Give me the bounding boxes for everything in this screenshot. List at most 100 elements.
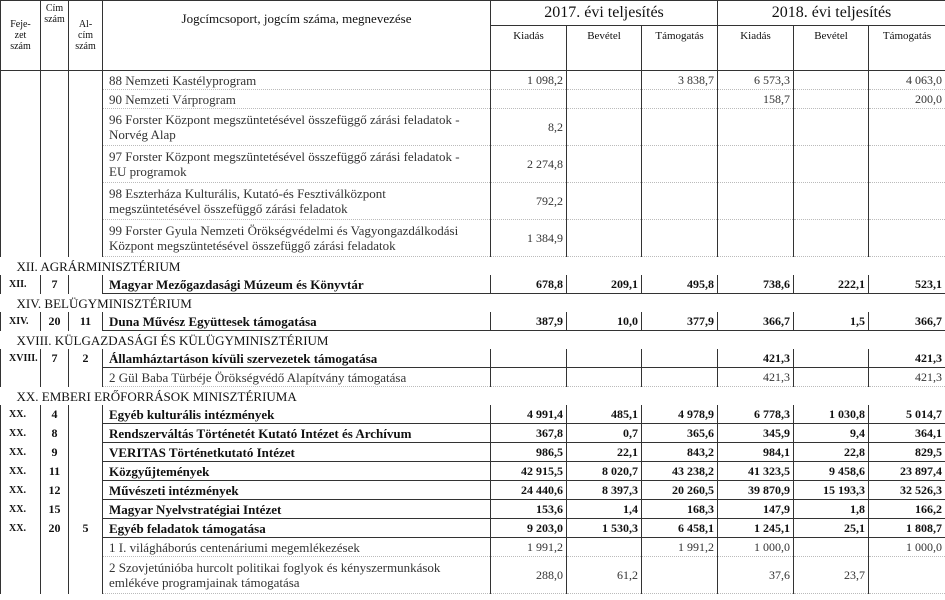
alcim-cell bbox=[68, 537, 103, 557]
value-cell bbox=[868, 108, 945, 146]
value-cell: 1 991,2 bbox=[490, 537, 567, 557]
table-row: XX. 8 Rendszerváltás Történetét Kutató Int… bbox=[0, 423, 945, 443]
fejezet-cell: XX. bbox=[0, 461, 41, 481]
value-cell: 377,9 bbox=[640, 312, 719, 331]
value-cell: 8,2 bbox=[490, 108, 567, 146]
table-row: 1 I. világháborús centenáriumi megemléke… bbox=[0, 537, 945, 557]
header-group: 2017. évi teljesítés bbox=[489, 0, 719, 26]
value-cell bbox=[566, 145, 642, 183]
value-cell bbox=[793, 145, 870, 183]
value-cell bbox=[566, 349, 642, 368]
value-cell: 6 573,3 bbox=[717, 70, 795, 90]
cim-cell: 11 bbox=[40, 461, 69, 481]
cim-cell: 8 bbox=[40, 423, 69, 443]
value-cell bbox=[566, 537, 642, 557]
value-cell: 168,3 bbox=[640, 499, 719, 519]
header-group: 2018. évi teljesítés bbox=[717, 0, 945, 26]
value-cell bbox=[490, 367, 567, 387]
name-cell: Művészeti intézmények bbox=[102, 480, 491, 500]
value-cell: 421,3 bbox=[717, 367, 795, 387]
value-cell bbox=[566, 89, 642, 109]
value-cell: 4 063,0 bbox=[868, 70, 945, 90]
value-cell: 986,5 bbox=[490, 442, 567, 462]
value-cell: 345,9 bbox=[717, 423, 795, 443]
table-row: 2 Szovjetúnióba hurcolt politikai foglyo… bbox=[0, 556, 945, 594]
value-cell: 1 384,9 bbox=[490, 219, 567, 257]
value-cell: 222,1 bbox=[793, 275, 870, 294]
value-cell: 365,6 bbox=[640, 423, 719, 443]
value-cell: 984,1 bbox=[717, 442, 795, 462]
name-cell: 96 Forster Központ megszüntetésével össz… bbox=[102, 108, 491, 146]
value-cell: 37,6 bbox=[717, 556, 795, 594]
value-cell: 20 260,5 bbox=[640, 480, 719, 500]
section-title: XVIII. KÜLGAZDASÁGI ÉS KÜLÜGYMINISZTÉRIU… bbox=[16, 332, 329, 348]
value-cell: 10,0 bbox=[566, 312, 642, 331]
value-cell bbox=[566, 367, 642, 387]
header-name: Jogcímcsoport, jogcím száma, megnevezése bbox=[102, 0, 491, 71]
value-cell bbox=[640, 349, 719, 368]
cim-cell bbox=[40, 556, 69, 594]
alcim-cell bbox=[68, 480, 103, 500]
value-cell: 22,8 bbox=[793, 442, 870, 462]
alcim-cell bbox=[68, 182, 103, 220]
cim-cell bbox=[40, 145, 69, 183]
section-row: XIV. BELÜGYMINISZTÉRIUM bbox=[1, 294, 945, 313]
alcim-cell bbox=[68, 108, 103, 146]
table-row: XX. 15 Magyar Nyelvstratégiai Intézet 153,6… bbox=[0, 499, 945, 519]
value-cell: 158,7 bbox=[717, 89, 795, 109]
name-cell: 90 Nemzeti Várprogram bbox=[102, 89, 491, 109]
cim-cell bbox=[40, 367, 69, 387]
fejezet-cell bbox=[0, 556, 41, 594]
table-row: XVIII. 7 2 Államháztartáson kívüli szerveze… bbox=[0, 349, 945, 368]
table-row: 2 Gül Baba Türbéje Örökségvédő Alapítván… bbox=[0, 367, 945, 387]
table-row: 96 Forster Központ megszüntetésével össz… bbox=[0, 108, 945, 146]
value-cell: 166,2 bbox=[868, 499, 945, 519]
value-cell bbox=[793, 108, 870, 146]
value-cell: 792,2 bbox=[490, 182, 567, 220]
table-row: XX. 4 Egyéb kulturális intézmények 4 991,4 4… bbox=[0, 405, 945, 424]
value-cell: 1,5 bbox=[793, 312, 870, 331]
value-cell: 147,9 bbox=[717, 499, 795, 519]
name-cell: 2 Szovjetúnióba hurcolt politikai foglyo… bbox=[102, 556, 491, 594]
value-cell: 24 440,6 bbox=[490, 480, 567, 500]
value-cell: 829,5 bbox=[868, 442, 945, 462]
alcim-cell bbox=[68, 367, 103, 387]
value-cell: 8 397,3 bbox=[566, 480, 642, 500]
table-body: 88 Nemzeti Kastélyprogram 1 098,2 3 838,7 6… bbox=[0, 70, 945, 594]
value-cell: 2 274,8 bbox=[490, 145, 567, 183]
value-cell: 1,8 bbox=[793, 499, 870, 519]
value-cell: 843,2 bbox=[640, 442, 719, 462]
section-title: XIV. BELÜGYMINISZTÉRIUM bbox=[16, 295, 192, 311]
value-cell: 367,8 bbox=[490, 423, 567, 443]
value-cell bbox=[566, 108, 642, 146]
value-cell: 495,8 bbox=[640, 275, 719, 294]
value-cell bbox=[793, 367, 870, 387]
fejezet-cell bbox=[0, 145, 41, 183]
value-cell: 678,8 bbox=[490, 275, 567, 294]
value-cell: 0,7 bbox=[566, 423, 642, 443]
table-header: Feje- zet szám Cím szám Al- cím szám Jog… bbox=[0, 0, 945, 71]
fejezet-cell bbox=[0, 367, 41, 387]
fejezet-cell: XII. bbox=[0, 275, 41, 294]
value-cell: 25,1 bbox=[793, 518, 870, 538]
cim-cell: 9 bbox=[40, 442, 69, 462]
value-cell bbox=[717, 145, 795, 183]
value-cell bbox=[868, 182, 945, 220]
table-row: 90 Nemzeti Várprogram 158,7 200,0 bbox=[0, 89, 945, 109]
name-cell: 99 Forster Gyula Nemzeti Örökségvédelmi … bbox=[102, 219, 491, 257]
alcim-cell bbox=[68, 499, 103, 519]
fejezet-cell: XX. bbox=[0, 405, 41, 424]
table-row: XX. 20 5 Egyéb feladatok támogatása 9 203,0 1… bbox=[0, 518, 945, 538]
value-cell: 39 870,9 bbox=[717, 480, 795, 500]
name-cell: VERITAS Történetkutató Intézet bbox=[102, 442, 491, 462]
section-title: XX. EMBERI ERŐFORRÁSOK MINISZTÉRIUMA bbox=[16, 388, 297, 404]
name-cell: Magyar Nyelvstratégiai Intézet bbox=[102, 499, 491, 519]
value-cell: 1 030,8 bbox=[793, 405, 870, 424]
value-cell bbox=[640, 367, 719, 387]
header-column: Támogatás bbox=[868, 25, 945, 71]
value-cell: 1,4 bbox=[566, 499, 642, 519]
cim-cell: 12 bbox=[40, 480, 69, 500]
name-cell: Duna Művész Együttesek támogatása bbox=[102, 312, 491, 331]
value-cell: 32 526,3 bbox=[868, 480, 945, 500]
table-row: XX. 11 Közgyűjtemények 42 915,5 8 020,7 43 23… bbox=[0, 461, 945, 481]
